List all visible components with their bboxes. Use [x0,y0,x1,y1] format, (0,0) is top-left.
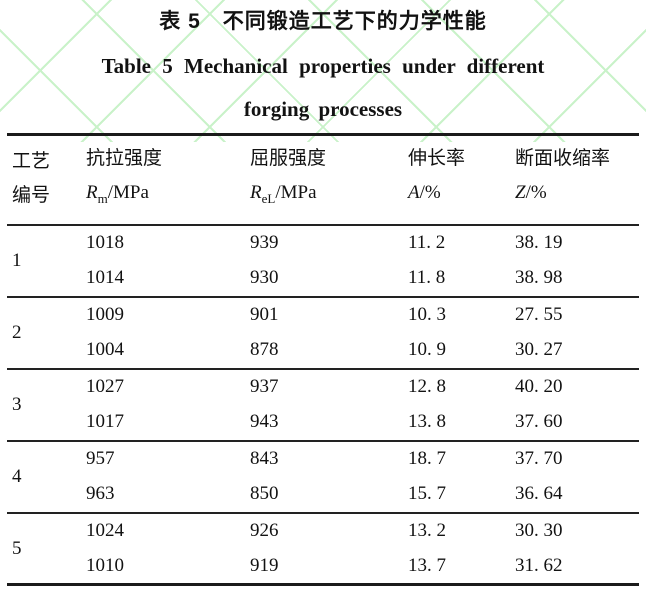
rm-value: 963 [81,476,245,514]
rel-value: 901 [250,304,279,326]
rm-value: 1004 [81,332,245,370]
elongation-value: 13. 7 [408,555,446,577]
rm-value: 1024 [86,520,124,542]
rel-value: 930 [245,260,403,298]
elongation-value: 13. 8 [403,404,510,442]
table-row: 1017 943 13. 8 37. 60 [7,404,639,442]
rel-value: 878 [245,332,403,370]
rel-value: 926 [250,520,279,542]
rm-value: 1014 [81,260,245,298]
tensile-strength-symbol: Rm/MPa [86,182,149,206]
elongation-value: 10. 9 [403,332,510,370]
reduction-value: 27. 55 [515,304,563,326]
rm-value: 957 [86,448,115,470]
col-header-tensile-strength: 抗拉强度 Rm/MPa [81,134,245,226]
table-row: 4 957 843 18. 7 37. 70 [7,440,639,514]
elongation-symbol: A/% [408,182,441,203]
table-row: 1 1018 939 11. 2 38. 19 [7,224,639,298]
reduction-value: 36. 64 [510,476,639,514]
reduction-value: 37. 70 [515,448,563,470]
col-header-yield-strength: 屈服强度 ReL/MPa [245,134,403,226]
reduction-value: 37. 60 [510,404,639,442]
table-row: 963 850 15. 7 36. 64 [7,476,639,514]
rm-value: 1017 [81,404,245,442]
table-caption-en-line1: Table 5 Mechanical properties under diff… [101,54,545,78]
reduction-value: 30. 27 [510,332,639,370]
reduction-value: 38. 19 [515,232,563,254]
header-row: 工艺 编号 抗拉强度 Rm/MPa 屈服强度 ReL/MPa 伸长率 A/% [7,134,639,226]
rm-value: 1009 [86,304,124,326]
rm-value: 1018 [86,232,124,254]
elongation-value: 13. 2 [408,520,446,542]
table-row: 1014 930 11. 8 38. 98 [7,260,639,298]
rel-value: 939 [250,232,279,254]
elongation-value: 12. 8 [408,376,446,398]
rel-value: 843 [250,448,279,470]
col-header-elongation: 伸长率 A/% [403,134,510,226]
col-header-process-id: 工艺 编号 [7,134,81,226]
elongation-value: 18. 7 [408,448,446,470]
elongation-value: 10. 3 [408,304,446,326]
reduction-value: 38. 98 [510,260,639,298]
table-row: 5 1024 926 13. 2 30. 30 [7,513,639,558]
rel-value: 850 [245,476,403,514]
rel-value: 943 [245,404,403,442]
elongation-value: 11. 8 [403,260,510,298]
watermark-diamond-pattern [0,0,646,142]
table-caption-zh: 表 5 不同锻造工艺下的力学性能 [159,10,487,33]
table-row: 2 1009 901 10. 3 27. 55 [7,296,639,370]
mechanical-properties-table: 工艺 编号 抗拉强度 Rm/MPa 屈服强度 ReL/MPa 伸长率 A/% [7,133,639,587]
table-row: 3 1027 937 12. 8 40. 20 [7,368,639,442]
rm-value: 1027 [86,376,124,398]
rel-value: 919 [250,555,279,577]
process-id-value: 4 [7,440,81,514]
table-row: 1004 878 10. 9 30. 27 [7,332,639,370]
col-header-reduction-of-area: 断面收缩率 Z/% [510,134,639,226]
reduction-value: 31. 62 [515,555,563,577]
table-caption-en-line2: forging processes [243,97,403,121]
process-id-value: 3 [7,368,81,442]
reduction-of-area-symbol: Z/% [515,182,547,203]
reduction-value: 40. 20 [515,376,563,398]
table-row: 1010 919 13. 7 31. 62 [7,549,639,585]
rm-value: 1010 [86,555,124,577]
yield-strength-symbol: ReL/MPa [250,182,317,206]
process-id-value: 1 [7,224,81,298]
reduction-value: 30. 30 [515,520,563,542]
rel-value: 937 [250,376,279,398]
process-id-value: 2 [7,296,81,370]
elongation-value: 15. 7 [403,476,510,514]
process-id-value: 5 [12,537,22,559]
elongation-value: 11. 2 [408,232,446,254]
